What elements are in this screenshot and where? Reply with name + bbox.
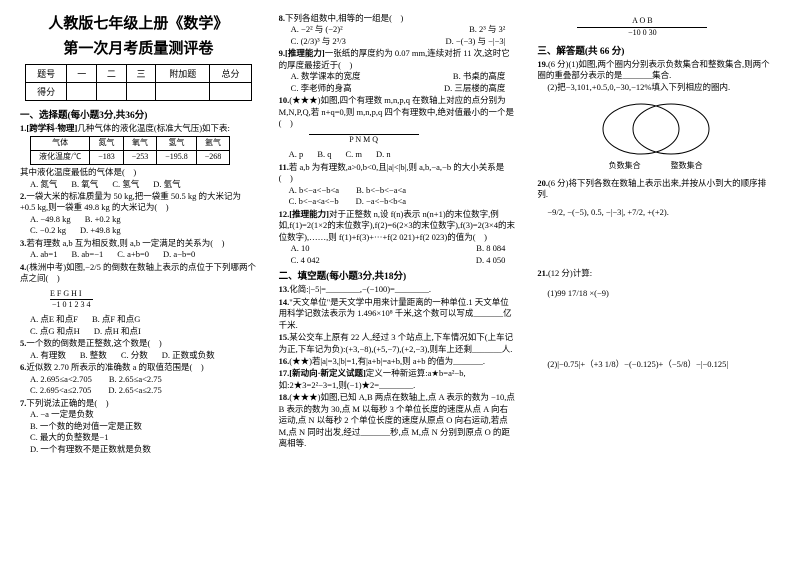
q3: 3.若有理数 a,b 互为相反数,则 a,b 一定满足的关系为( ) A. ab… — [20, 238, 257, 261]
title-line1: 人教版七年级上册《数学》 — [20, 12, 257, 33]
q8: 8.下列各组数中,相等的一组是( ) A. −2² 与 (−2)²B. 2³ 与… — [279, 13, 516, 47]
venn-diagram: 负数集合整数集合 — [537, 99, 774, 172]
q19: 19.(6 分)(1)如图,两个圈内分别表示负数集合和整数集合,则两个圈的重叠部… — [537, 59, 774, 172]
q6: 6.近似数 2.70 所表示的准确数 a 的取值范围是( ) A. 2.695≤… — [20, 362, 257, 396]
q21: 21.(12 分)计算: (1)99 17/18 ×(−9) (2)|−0.75… — [537, 268, 774, 370]
q18: 18.(★★★)如图,已知 A,B 两点在数轴上,点 A 表示的数为 −10,点… — [279, 392, 516, 449]
q9: 9.[推理能力]一张纸的厚度约为 0.07 mm,连续对折 11 次,这时它的厚… — [279, 48, 516, 94]
q18-cont: A O B−10 0 30 — [547, 16, 774, 39]
q11: 11.若 a,b 为有理数,a>0,b<0,且|a|<|b|,则 a,b,−a,… — [279, 162, 516, 208]
section-3: 三、解答题(共 66 分) — [537, 43, 774, 57]
q20: 20.(6 分)将下列各数在数轴上表示出来,并按从小到大的顺序排列. −9/2,… — [537, 178, 774, 218]
q1-table: 气体氮气氧气氢气氩气 液化温度/℃−183−253−195.8−268 — [30, 136, 230, 165]
q2: 2.一袋大米的标准质量为 50 kg,把一袋重 50.5 kg 的大米记为 +0… — [20, 191, 257, 237]
q15: 15.某公交车上原有 22 人,经过 3 个站点上,下车情况如下(上车记为正,下… — [279, 332, 516, 355]
q14: 14."天文单位"是天文学中用来计量距离的一种单位.1 天文单位用科学记数法表示… — [279, 297, 516, 331]
q13: 13.化简:|−5|=________,−(−100)=________. — [279, 284, 516, 295]
q7: 7.下列说法正确的是( ) A. −a 一定是负数B. 一个数的绝对值一定是正数… — [20, 398, 257, 455]
q17: 17.[新动向·新定义试题]定义一种新运算:a★b=a²−b,如:2★3=2²−… — [279, 368, 516, 391]
section-1: 一、选择题(每小题3分,共36分) — [20, 107, 257, 121]
score-table: 题号一二三附加题总分 得分 — [25, 64, 252, 101]
q10: 10.(★★★)如图,四个有理数 m,n,p,q 在数轴上对应的点分别为 M,N… — [279, 95, 516, 161]
q12: 12.[推理能力]对于正整数 n,设 f(n)表示 n(n+1)的末位数字,例如… — [279, 209, 516, 266]
q4: 4.(株洲中考)如图,−2/5 的倒数在数轴上表示的点位于下列哪两个点之间( )… — [20, 262, 257, 337]
q1: 1.[跨学科·物理]几种气体的液化温度(标准大气压)如下表: 气体氮气氧气氢气氩… — [20, 123, 257, 190]
title-line2: 第一次月考质量测评卷 — [20, 37, 257, 58]
section-2: 二、填空题(每小题3分,共18分) — [279, 268, 516, 282]
q5: 5.一个数的倒数是正整数,这个数是( ) A. 有理数B. 整数C. 分数D. … — [20, 338, 257, 361]
q16: 16.(★★)若|a|=3,|b|=1,有|a+b|=a+b,则 a+b 的值为… — [279, 356, 516, 367]
